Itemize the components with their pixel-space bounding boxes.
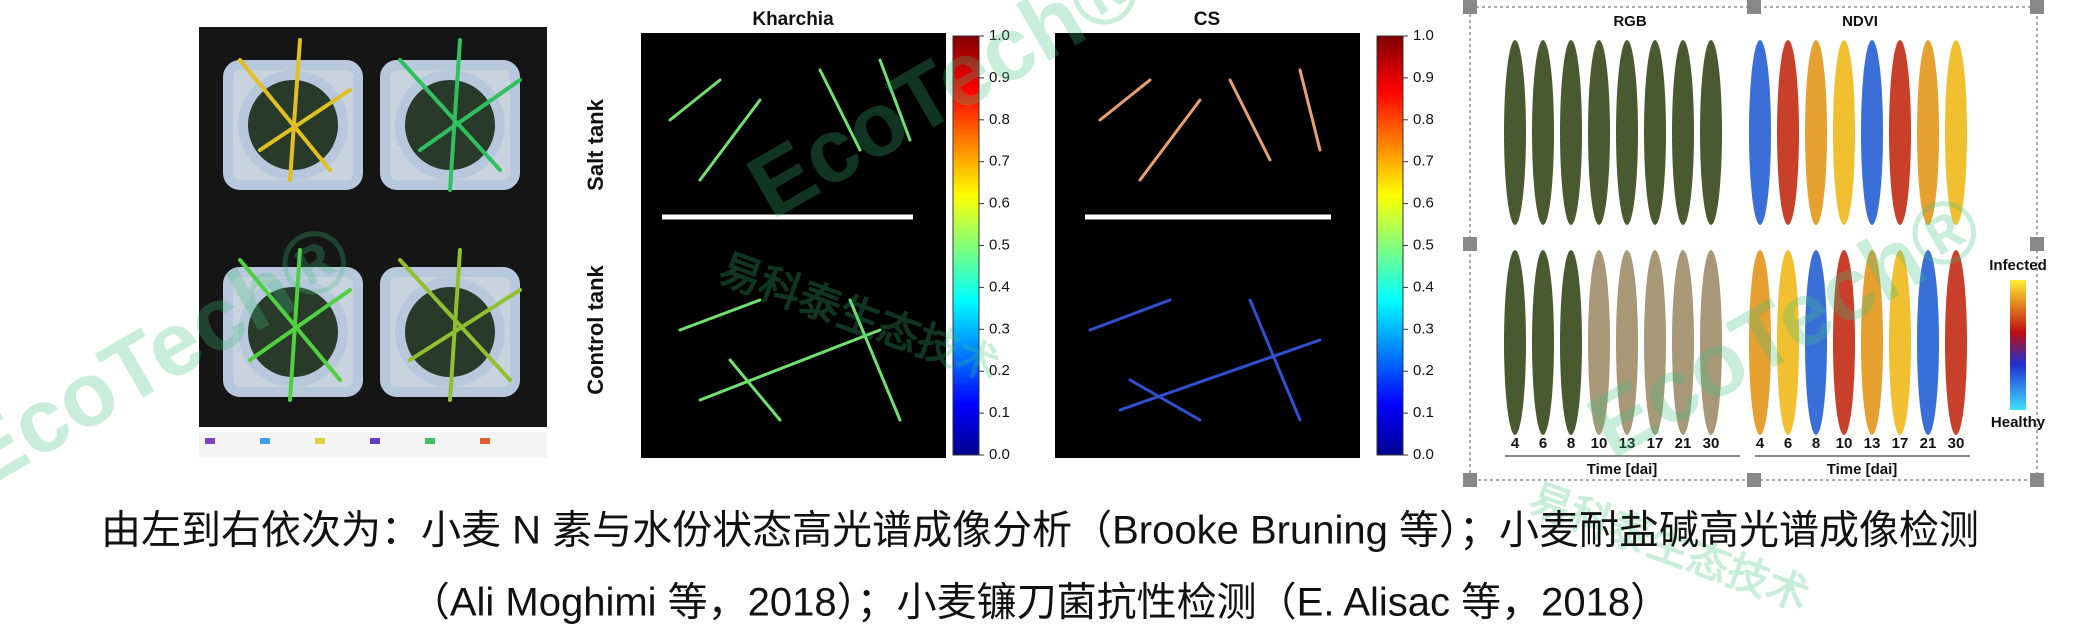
colorbar-label: Healthy bbox=[1991, 414, 2046, 431]
colorbar bbox=[952, 35, 980, 456]
caption-line: 由左到右依次为：小麦 N 素与水份状态高光谱成像分析（Brooke Brunin… bbox=[101, 509, 1979, 553]
wheat-spike bbox=[1504, 40, 1526, 225]
colorbar-tick-label: 0.1 bbox=[989, 404, 1010, 421]
wheat-spike bbox=[1777, 40, 1799, 225]
colorbar-tick-label: 1.0 bbox=[989, 27, 1010, 44]
wheat-spike bbox=[1749, 40, 1771, 225]
time-tick-label: 4 bbox=[1511, 435, 1520, 452]
time-tick-label: 21 bbox=[1920, 435, 1937, 452]
column-title: NDVI bbox=[1842, 13, 1878, 30]
plant-trays bbox=[223, 60, 520, 397]
time-tick-label: 17 bbox=[1892, 435, 1909, 452]
colorbar-tick-label: 0.6 bbox=[989, 195, 1010, 212]
wheat-spike bbox=[1560, 250, 1582, 435]
row-label: Control tank bbox=[583, 264, 608, 394]
wheat-spike bbox=[1644, 40, 1666, 225]
wheat-spike bbox=[1861, 250, 1883, 435]
colorbar-tick-label: 0.6 bbox=[1413, 195, 1434, 212]
wheat-spike bbox=[1532, 250, 1554, 435]
colorbar-tick-label: 1.0 bbox=[1413, 27, 1434, 44]
colorbar-tick-label: 0.0 bbox=[989, 446, 1010, 463]
wheat-spike bbox=[1889, 40, 1911, 225]
wheat-spike bbox=[1588, 250, 1610, 435]
colorbar-tick-label: 0.5 bbox=[989, 236, 1010, 253]
time-tick-label: 6 bbox=[1784, 435, 1792, 452]
wheat-spike bbox=[1672, 250, 1694, 435]
wheat-spike bbox=[1805, 250, 1827, 435]
colorbar-tick-label: 0.7 bbox=[989, 153, 1010, 170]
time-tick-label: 17 bbox=[1647, 435, 1664, 452]
wheat-spike bbox=[1945, 40, 1967, 225]
wheat-spike bbox=[1504, 250, 1526, 435]
time-tick-label: 6 bbox=[1539, 435, 1547, 452]
selection-handles bbox=[1463, 0, 2044, 487]
wheat-spike bbox=[1644, 250, 1666, 435]
axis-label: Time [dai] bbox=[1587, 461, 1658, 478]
wheat-spike bbox=[1616, 40, 1638, 225]
wheat-spike bbox=[1861, 40, 1883, 225]
wheat-spike bbox=[1833, 250, 1855, 435]
wheat-spike bbox=[1532, 40, 1554, 225]
colorbar-tick-label: 0.3 bbox=[989, 320, 1010, 337]
plant-leaves bbox=[238, 38, 522, 402]
time-tick-label: 8 bbox=[1812, 435, 1820, 452]
legend-strip bbox=[199, 432, 547, 458]
axis-label: Time [dai] bbox=[1827, 461, 1898, 478]
time-tick-label: 10 bbox=[1591, 435, 1608, 452]
colorbar-tick-label: 0.2 bbox=[1413, 362, 1434, 379]
colorbar-tick-label: 0.4 bbox=[989, 278, 1010, 295]
wheat-spike bbox=[1588, 40, 1610, 225]
wheat-spike bbox=[1889, 250, 1911, 435]
wheat-spike bbox=[1917, 250, 1939, 435]
wheat-spike bbox=[1700, 40, 1722, 225]
colorbar-tick-label: 0.7 bbox=[1413, 153, 1434, 170]
time-tick-label: 13 bbox=[1619, 435, 1636, 452]
colorbar bbox=[1376, 35, 1404, 456]
panel-title: CS bbox=[1194, 9, 1220, 30]
colorbar-label: Infected bbox=[1989, 257, 2047, 274]
colorbar-tick-label: 0.5 bbox=[1413, 236, 1434, 253]
wheat-spike bbox=[1833, 40, 1855, 225]
time-tick-label: 8 bbox=[1567, 435, 1575, 452]
wheat-spike bbox=[1917, 40, 1939, 225]
colorbar-tick-label: 0.4 bbox=[1413, 278, 1434, 295]
wheat-spike bbox=[1945, 250, 1967, 435]
wheat-spike bbox=[1616, 250, 1638, 435]
column-title: RGB bbox=[1613, 13, 1647, 30]
wheat-spike bbox=[1749, 250, 1771, 435]
hyperspectral-image bbox=[1055, 33, 1360, 458]
colorbar-tick-label: 0.9 bbox=[1413, 69, 1434, 86]
colorbar-tick-label: 0.1 bbox=[1413, 404, 1434, 421]
leaf-streaks bbox=[668, 58, 1322, 422]
panel-title: Kharchia bbox=[752, 9, 834, 30]
colorbar-tick-label: 0.9 bbox=[989, 69, 1010, 86]
colorbar-tick-label: 0.3 bbox=[1413, 320, 1434, 337]
wheat-spike bbox=[1805, 40, 1827, 225]
wheat-spike bbox=[1672, 40, 1694, 225]
wheat-spike bbox=[1560, 40, 1582, 225]
time-tick-label: 4 bbox=[1756, 435, 1765, 452]
time-tick-label: 21 bbox=[1675, 435, 1692, 452]
colorbar-tick-label: 0.0 bbox=[1413, 446, 1434, 463]
colorbar-tick-label: 0.2 bbox=[989, 362, 1010, 379]
time-tick-label: 30 bbox=[1703, 435, 1720, 452]
wheat-spike bbox=[1777, 250, 1799, 435]
wheat-spike bbox=[1700, 250, 1722, 435]
row-label: Salt tank bbox=[583, 98, 608, 190]
ndvi-colorbar bbox=[2010, 280, 2026, 410]
colorbar-tick-label: 0.8 bbox=[989, 111, 1010, 128]
time-tick-label: 10 bbox=[1836, 435, 1853, 452]
colorbar-tick-label: 0.8 bbox=[1413, 111, 1434, 128]
time-tick-label: 13 bbox=[1864, 435, 1881, 452]
time-tick-label: 30 bbox=[1948, 435, 1965, 452]
caption-line: （Ali Moghimi 等，2018）；小麦镰刀菌抗性检测（E. Alisac… bbox=[410, 581, 1670, 625]
